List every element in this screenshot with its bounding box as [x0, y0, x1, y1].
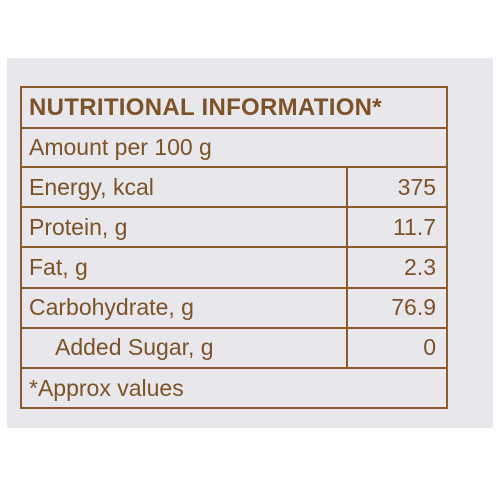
- title-row: NUTRITIONAL INFORMATION*: [22, 88, 446, 129]
- table-title: NUTRITIONAL INFORMATION*: [29, 93, 382, 121]
- nutrient-value: 375: [346, 168, 436, 207]
- nutrient-row: Energy, kcal 375: [22, 168, 446, 209]
- nutrient-value: 2.3: [346, 248, 436, 287]
- nutrient-name: Carbohydrate, g: [29, 294, 194, 321]
- table-subtitle: Amount per 100 g: [29, 134, 212, 160]
- nutrient-name: Energy, kcal: [29, 173, 154, 200]
- nutrition-table: NUTRITIONAL INFORMATION* Amount per 100 …: [20, 86, 448, 409]
- nutrient-name: Protein, g: [29, 213, 128, 240]
- label-panel: [7, 58, 493, 428]
- nutrient-row: Carbohydrate, g 76.9: [22, 288, 446, 329]
- footnote: *Approx values: [29, 374, 184, 401]
- subtitle-row: Amount per 100 g: [22, 129, 446, 168]
- nutrient-row: Protein, g 11.7: [22, 208, 446, 249]
- nutrient-name: Added Sugar, g: [55, 334, 214, 361]
- nutrient-value: 0: [346, 328, 436, 367]
- footnote-row: *Approx values: [22, 369, 446, 407]
- nutrient-name: Fat, g: [29, 253, 88, 280]
- nutrient-value: 76.9: [346, 288, 436, 327]
- nutrient-row: Fat, g 2.3: [22, 248, 446, 289]
- nutrient-value: 11.7: [346, 208, 436, 247]
- nutrient-row: Added Sugar, g 0: [22, 328, 446, 369]
